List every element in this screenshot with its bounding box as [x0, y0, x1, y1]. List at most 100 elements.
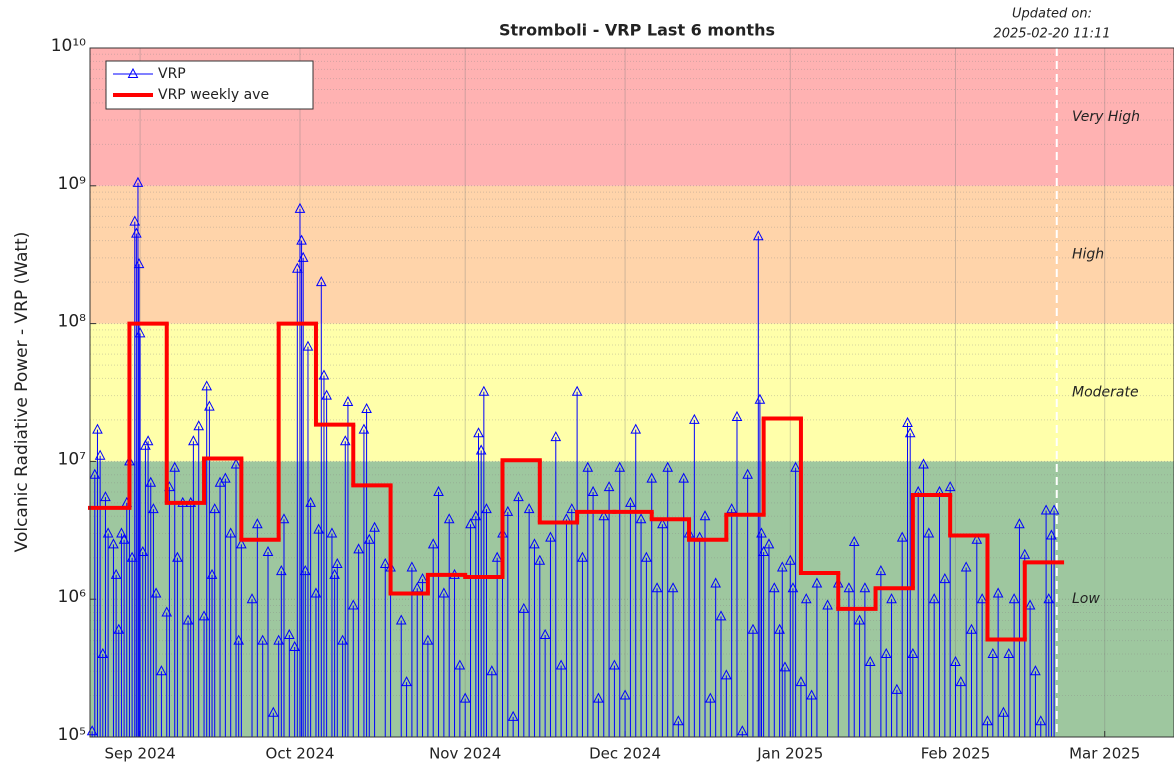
y-tick-label: 10¹⁰ [51, 36, 86, 56]
x-tick-label: Sep 2024 [104, 745, 175, 763]
vrp-marker [742, 468, 753, 479]
vrp-marker [92, 423, 103, 434]
vrp-marker [784, 554, 796, 565]
vrp-marker [667, 582, 679, 593]
vrp-marker [438, 587, 450, 598]
plot-frame [89, 47, 1174, 738]
vrp-marker [347, 599, 359, 610]
vrp-marker [880, 647, 892, 659]
vrp-marker [473, 427, 484, 438]
vrp-marker [169, 461, 181, 472]
vrp-marker [379, 557, 391, 569]
y-tick-label: 10⁵ [58, 725, 86, 745]
vrp-marker [891, 683, 903, 694]
vrp-marker [625, 496, 636, 507]
vrp-marker [992, 587, 1004, 598]
vrp-marker [201, 380, 213, 391]
vrp-marker [134, 327, 146, 338]
vrp-marker [454, 659, 466, 670]
x-tick-label: Oct 2024 [266, 745, 335, 763]
vrp-marker [513, 491, 524, 502]
zone-band [90, 461, 1174, 737]
vrp-marker [204, 400, 215, 411]
vrp-marker [960, 561, 972, 572]
vrp-marker [523, 503, 535, 514]
vrp-marker [156, 665, 167, 676]
vrp-marker [145, 476, 157, 487]
vrp-marker [1048, 504, 1060, 515]
vrp-marker [902, 416, 913, 427]
vrp-marker [571, 385, 583, 396]
zone-label: Very High [1072, 109, 1140, 125]
vrp-marker [904, 427, 916, 438]
vrp-marker [550, 431, 562, 442]
vrp-marker [699, 510, 711, 521]
vrp-marker [369, 521, 380, 532]
vrp-marker [252, 518, 263, 529]
x-tick-label: Feb 2025 [921, 745, 991, 763]
vrp-marker [635, 513, 647, 524]
vrp-marker [790, 461, 801, 472]
vrp-marker [321, 389, 332, 400]
vrp-marker [305, 496, 316, 507]
legend-box [105, 60, 314, 110]
zone-band [90, 185, 1174, 324]
vrp-marker [555, 659, 567, 670]
vrp-marker [918, 458, 929, 469]
vrp-marker [361, 402, 372, 414]
vrp-marker [854, 614, 865, 625]
vrp-marker [102, 527, 114, 538]
vrp-marker [148, 503, 159, 514]
vrp-marker [768, 582, 780, 593]
legend-swatch [127, 67, 139, 78]
vrp-marker [875, 565, 887, 576]
weekly-average [88, 321, 1065, 642]
vrp-marker [720, 669, 732, 680]
vrp-marker [928, 593, 940, 604]
vrp-marker [1040, 504, 1052, 515]
vrp-marker [705, 692, 716, 703]
vrp-marker [417, 572, 428, 584]
vrp-marker [662, 461, 674, 472]
vrp-marker [976, 593, 988, 604]
vrp-marker [747, 623, 759, 634]
vrp-marker [806, 689, 817, 700]
vrp-marker [736, 725, 748, 736]
vrp-marker [577, 551, 588, 562]
vrp-marker [657, 518, 668, 529]
y-axis-label: Volcanic Radiative Power - VRP (Watt) [12, 232, 32, 553]
vrp-marker [603, 481, 615, 492]
vrp-marker [486, 665, 498, 676]
vrp-marker [406, 561, 418, 572]
vrp-marker [998, 706, 1009, 717]
zone-label: Low [1072, 591, 1100, 607]
vrp-marker [443, 513, 455, 524]
vrp-marker [395, 614, 407, 625]
vrp-marker [481, 503, 492, 514]
vrp-marker [133, 258, 145, 269]
vrp-marker [886, 593, 897, 604]
vrp-marker [363, 533, 375, 544]
vrp-marker [1008, 593, 1020, 604]
vrp-marker [518, 602, 530, 613]
y-tick-label: 10⁹ [58, 174, 87, 194]
vrp-marker [529, 538, 540, 549]
vrp-marker [982, 715, 993, 726]
vrp-marker [150, 587, 162, 598]
vrp-marker [646, 472, 658, 483]
vrp-marker [318, 369, 330, 380]
vrp-marker [971, 533, 983, 544]
vrp-marker [297, 251, 309, 262]
vrp-marker [955, 676, 967, 687]
vrp-marker [1003, 647, 1015, 659]
vrp-marker [822, 599, 833, 610]
vrp-marker [776, 561, 788, 572]
vrp-marker [131, 227, 142, 238]
vrp-marker [491, 551, 503, 562]
vrp-marker [283, 628, 295, 639]
vrp-marker [225, 527, 237, 538]
vrp-marker [353, 543, 364, 554]
vrp-marker [939, 572, 951, 584]
vrp-marker [268, 706, 279, 717]
vrp-marker [401, 676, 412, 687]
